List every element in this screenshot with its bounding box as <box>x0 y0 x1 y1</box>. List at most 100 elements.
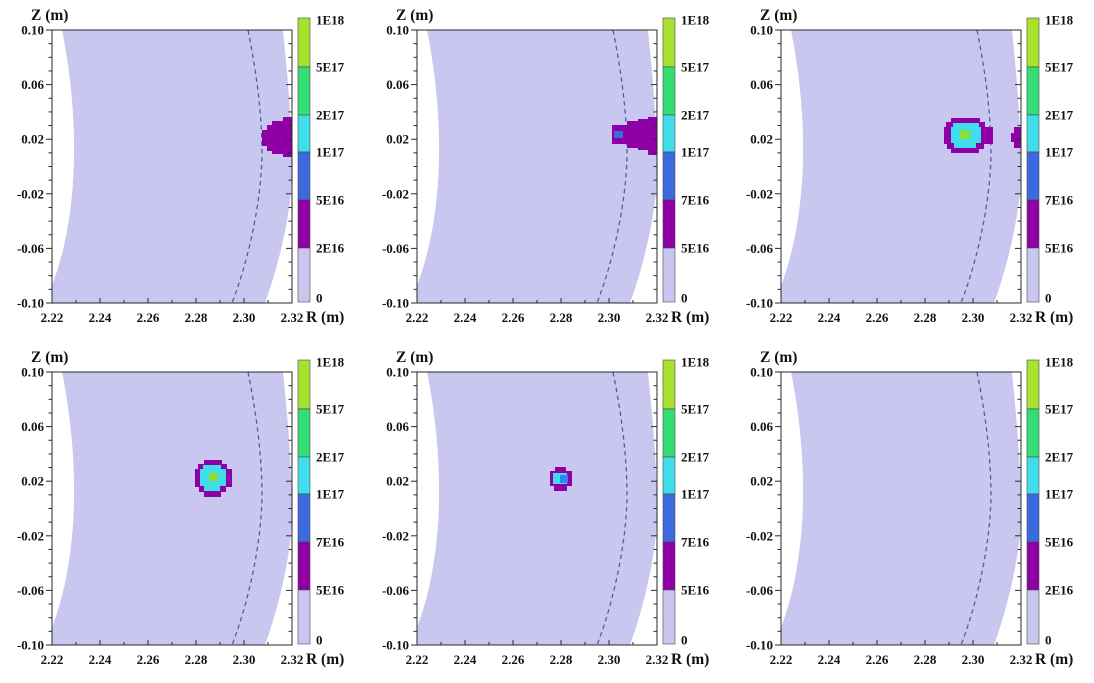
x-tick-label: 2.28 <box>185 651 208 666</box>
x-tick-label: 2.32 <box>645 310 668 325</box>
colorbar-label: 2E17 <box>681 108 710 123</box>
x-tick-label: 2.28 <box>549 310 572 325</box>
x-tick-label: 2.24 <box>818 310 841 325</box>
colorbar-segment-band <box>297 247 311 303</box>
x-tick-label: 2.24 <box>818 651 841 666</box>
y-tick-label: 0.02 <box>21 473 44 488</box>
colorbar-label: 5E16 <box>681 240 710 255</box>
plasma-band <box>416 371 657 645</box>
plasma-band <box>51 30 292 303</box>
colorbar-label: 1E17 <box>1045 145 1074 160</box>
colorbar-segment-g <box>297 408 311 457</box>
y-tick-label: -0.10 <box>746 295 773 310</box>
colorbar: 1E18 5E17 2E17 1E17 7E16 5E16 0 <box>662 354 710 647</box>
colorbar-label: 5E17 <box>1045 401 1074 416</box>
x-tick-label: 2.26 <box>501 651 524 666</box>
x-tick-label: 2.32 <box>281 651 304 666</box>
colorbar-label: 1E17 <box>1045 486 1074 501</box>
colorbar-segment-c <box>297 114 311 153</box>
colorbar: 1E18 5E17 2E17 1E17 7E16 5E16 0 <box>297 354 345 647</box>
x-tick-label: 2.26 <box>137 651 160 666</box>
colorbar-label: 7E16 <box>681 192 710 207</box>
colorbar-segment-yg <box>297 359 311 409</box>
colorbar-segment-c <box>297 456 311 494</box>
blob-cell-gc <box>960 130 971 140</box>
colorbar-label: 7E16 <box>681 534 710 549</box>
y-tick-label: -0.02 <box>746 528 773 543</box>
colorbar-segment-g <box>1027 66 1040 116</box>
blob-cell-m <box>1014 127 1022 149</box>
y-tick-label: -0.06 <box>746 582 774 597</box>
deposition-blob <box>944 118 1022 154</box>
y-tick-label: -0.06 <box>382 582 410 597</box>
colorbar-segment-yg <box>662 17 675 68</box>
colorbar-segment-g <box>1027 408 1040 457</box>
x-tick-label: 2.30 <box>597 310 620 325</box>
x-tick-label: 2.26 <box>137 310 160 325</box>
colorbar-label: 5E16 <box>316 582 345 597</box>
panel-top-left: 0.10 0.06 0.02 -0.02 -0.06 -0.102.22 2.24 2.26 2… <box>17 7 345 326</box>
plot-area-top-middle: 0.10 0.06 0.02 -0.02 -0.06 -0.102.22 2.24 2.26 2… <box>382 7 710 326</box>
colorbar-label: 1E17 <box>316 486 345 501</box>
blob-cell-m <box>637 119 648 151</box>
y-axis-title: Z (m) <box>760 349 797 366</box>
colorbar-segment-band <box>1027 247 1040 303</box>
y-tick-label: 0.02 <box>386 473 409 488</box>
deposition-blob <box>261 117 292 158</box>
plot-area-bottom-left: 0.10 0.06 0.02 -0.02 -0.06 -0.102.22 2.24 2.26 2… <box>17 349 345 668</box>
colorbar-label: 1E18 <box>681 354 710 369</box>
blob-cell-m <box>271 121 283 155</box>
colorbar-label: 1E18 <box>316 354 345 369</box>
x-axis-title: R (m) <box>671 650 709 667</box>
blob-cell-m <box>261 130 267 147</box>
colorbar-segment-yg <box>1027 359 1040 409</box>
x-tick-label: 2.22 <box>770 310 793 325</box>
y-tick-label: 0.10 <box>21 364 44 379</box>
y-tick-label: -0.02 <box>382 186 409 201</box>
blob-cell-m <box>553 485 567 491</box>
y-tick-label: 0.06 <box>21 77 44 92</box>
y-tick-label: 0.06 <box>21 419 44 434</box>
x-axis-title: R (m) <box>1035 309 1073 326</box>
separatrix-dashed-line <box>596 371 628 645</box>
blob-cell-m <box>626 121 638 149</box>
colorbar-label: 0 <box>681 632 688 647</box>
colorbar-label: 1E18 <box>681 13 710 28</box>
colorbar-label: 5E17 <box>681 401 710 416</box>
x-tick-label: 2.30 <box>233 310 256 325</box>
blob-cell-c <box>953 123 980 129</box>
y-axis-title: Z (m) <box>396 349 433 366</box>
y-tick-label: -0.02 <box>382 528 409 543</box>
colorbar-segment-band <box>662 589 675 644</box>
colorbar-label: 1E18 <box>1045 354 1074 369</box>
colorbar-label: 2E17 <box>316 108 345 123</box>
x-tick-label: 2.24 <box>453 651 476 666</box>
blob-cell-gc <box>208 472 218 481</box>
colorbar-segment-m <box>662 541 675 590</box>
blob-cell-c <box>954 143 977 149</box>
colorbar-label: 5E16 <box>1045 534 1074 549</box>
x-tick-label: 2.24 <box>453 310 476 325</box>
colorbar-segment-g <box>662 66 675 116</box>
colorbar-label: 1E18 <box>1045 13 1074 28</box>
x-tick-label: 2.28 <box>549 651 572 666</box>
y-tick-label: -0.02 <box>17 186 44 201</box>
y-tick-label: -0.06 <box>17 582 45 597</box>
separatrix-dashed-line <box>960 371 992 645</box>
colorbar-segment-m <box>297 199 311 249</box>
x-tick-label: 2.32 <box>281 310 304 325</box>
y-tick-label: -0.10 <box>746 637 773 652</box>
colorbar-label: 0 <box>316 290 322 305</box>
plot-area-bottom-right: 0.10 0.06 0.02 -0.02 -0.06 -0.102.22 2.24 2.26 2… <box>746 349 1074 668</box>
blob-cell-m <box>554 466 566 471</box>
x-tick-label: 2.30 <box>962 310 985 325</box>
plot-area-top-left: 0.10 0.06 0.02 -0.02 -0.06 -0.102.22 2.24 2.26 2… <box>17 7 345 326</box>
colorbar-segment-band <box>1027 589 1040 644</box>
colorbar-segment-b <box>1027 151 1040 201</box>
colorbar: 1E18 5E17 2E17 1E17 7E16 5E16 0 <box>1027 13 1074 305</box>
x-tick-label: 2.28 <box>914 651 937 666</box>
blob-cell-m <box>203 459 222 465</box>
colorbar-label: 0 <box>316 632 322 647</box>
colorbar-segment-b <box>297 493 311 542</box>
